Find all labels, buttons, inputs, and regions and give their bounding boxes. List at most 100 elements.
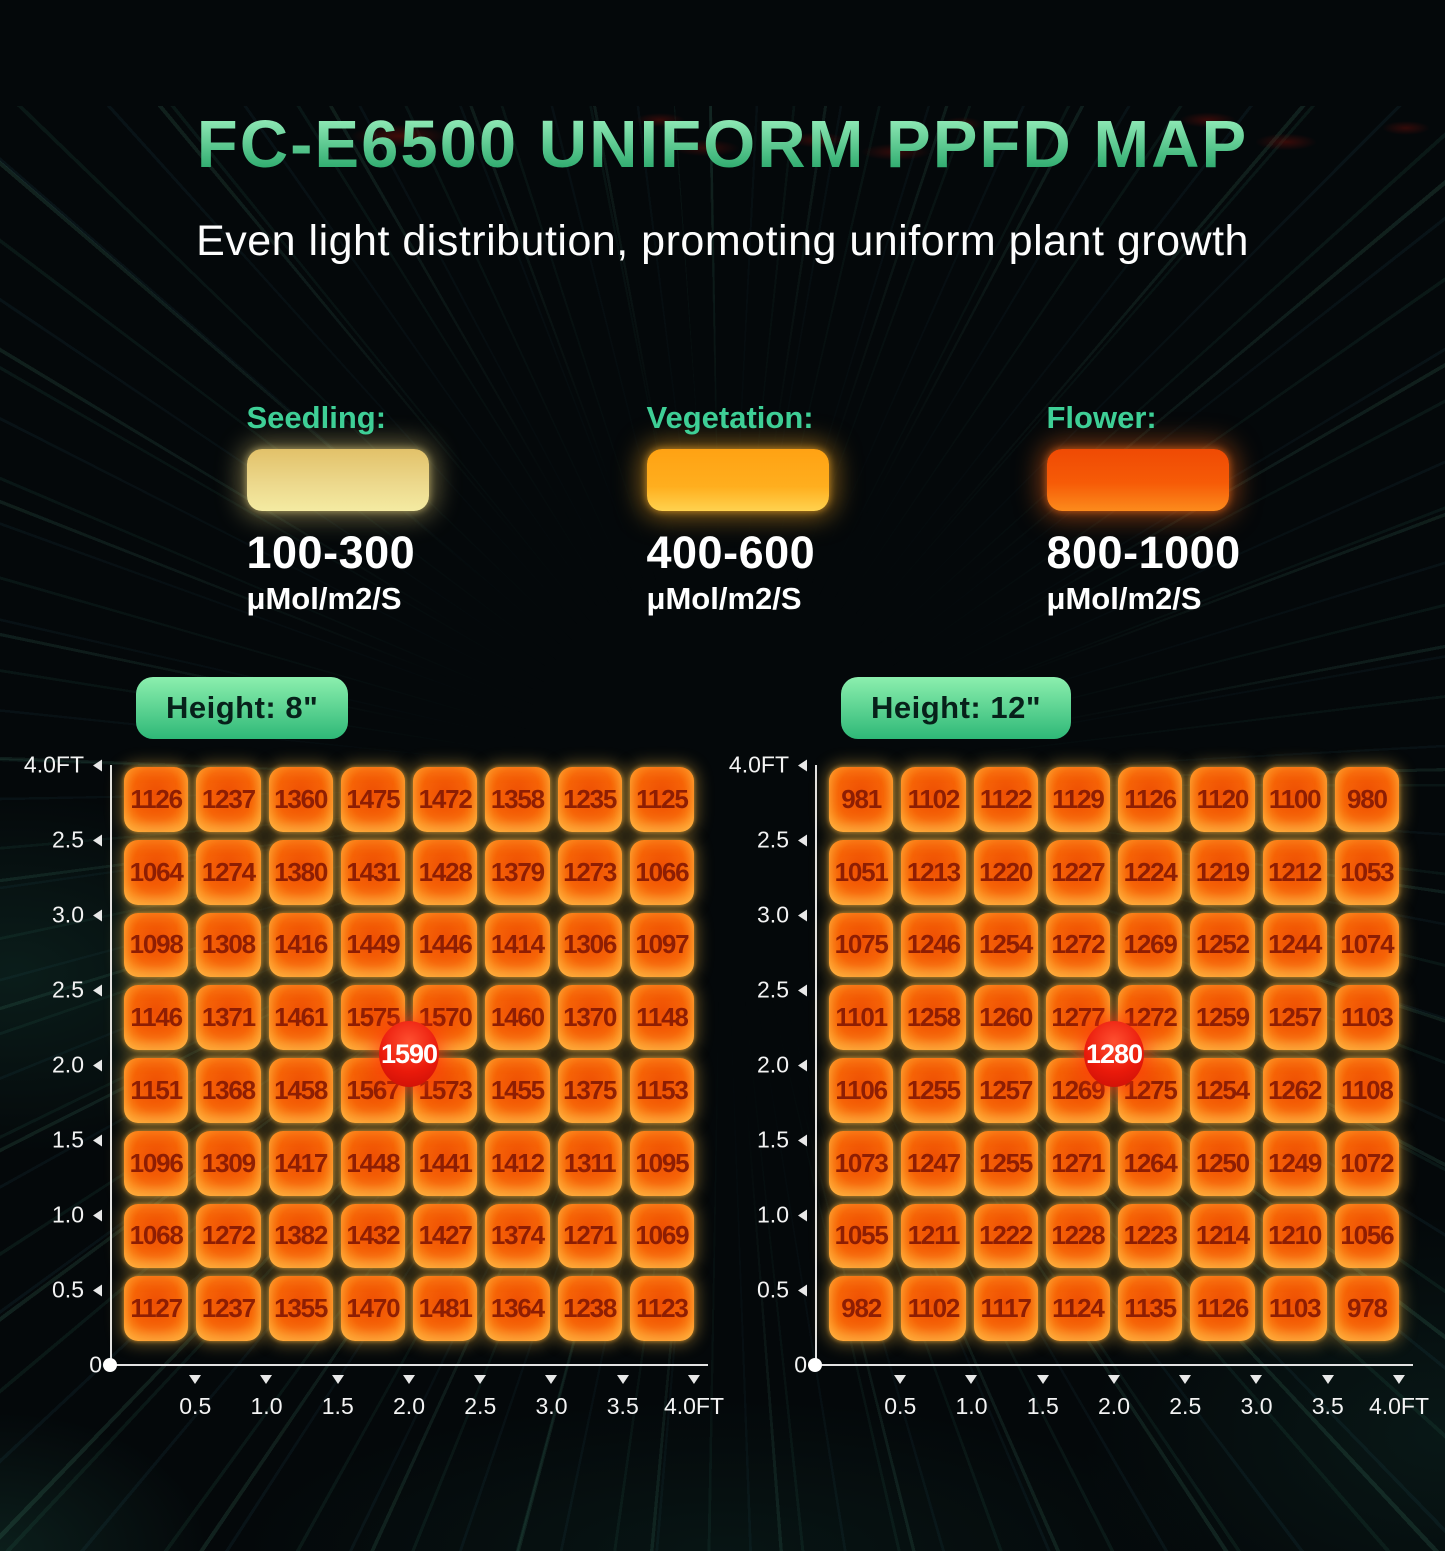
legend-item-seedling: Seedling: 100-300 μMol/m2/S (246, 400, 429, 617)
ppfd-cell: 1252 (1190, 912, 1255, 978)
left-tick-arrow-icon (798, 1059, 807, 1071)
ppfd-cell: 1151 (124, 1058, 189, 1123)
x-axis-tick-label: 0.5 (179, 1375, 211, 1420)
ppfd-cell: 1213 (901, 839, 966, 905)
ppfd-cell: 1219 (1190, 839, 1255, 905)
down-tick-arrow-icon (189, 1375, 202, 1384)
ppfd-cell: 1258 (901, 985, 966, 1050)
ppfd-cell: 1271 (1045, 1130, 1110, 1196)
ppfd-cell: 1117 (973, 1276, 1038, 1341)
down-tick-arrow-icon (331, 1375, 344, 1384)
ppfd-cell: 1272 (196, 1203, 261, 1269)
ppfd-cell: 1153 (629, 1058, 694, 1123)
left-tick-arrow-icon (798, 1134, 807, 1146)
down-tick-arrow-icon (616, 1375, 629, 1384)
x-axis-tick-label: 2.5 (464, 1375, 496, 1420)
left-tick-arrow-icon (798, 1209, 807, 1221)
ppfd-cell: 1380 (268, 839, 333, 905)
peak-value-badge: 1280 (1084, 1021, 1144, 1087)
ppfd-charts: Height: 8" 4.0FT 2.5 3.0 2.5 2.0 1.5 1.0 0.5 0 0… (0, 677, 1445, 1429)
y-axis-labels: 4.0FT 2.5 3.0 2.5 2.0 1.5 1.0 0.5 0 (24, 752, 102, 1378)
ppfd-cell: 1364 (485, 1276, 550, 1341)
ppfd-chart-height-12in: Height: 12" 4.0FT 2.5 3.0 2.5 2.0 1.5 1.0 0.5 0 … (729, 677, 1429, 1429)
left-tick-arrow-icon (93, 984, 102, 996)
flower-color-swatch (1046, 449, 1229, 511)
y-axis-tick-label: 1.0 (745, 1202, 807, 1229)
ppfd-cell: 1228 (1045, 1203, 1110, 1269)
ppfd-cell: 1064 (124, 839, 189, 905)
y-axis-tick-label: 0.5 (40, 1277, 102, 1304)
ppfd-grid: 1126 1237 1360 1475 1472 1358 1235 1125 1064 1274… (124, 767, 694, 1341)
ppfd-cell: 1428 (413, 839, 478, 905)
ppfd-cell: 1272 (1045, 912, 1110, 978)
ppfd-cell: 1072 (1334, 1130, 1399, 1196)
ppfd-cell: 1432 (340, 1203, 405, 1269)
legend-label: Seedling: (246, 400, 387, 435)
left-tick-arrow-icon (93, 909, 102, 921)
ppfd-cell: 1100 (1262, 767, 1327, 832)
legend-label: Flower: (1046, 400, 1157, 435)
ppfd-cell: 1095 (629, 1130, 694, 1196)
left-tick-arrow-icon (798, 984, 807, 996)
ppfd-cell: 1382 (268, 1203, 333, 1269)
y-axis-tick-label: 1.5 (745, 1127, 807, 1154)
ppfd-cell: 1417 (268, 1130, 333, 1196)
peak-value-badge: 1590 (379, 1021, 439, 1087)
ppfd-cell: 1247 (901, 1130, 966, 1196)
infographic: FC-E6500 UNIFORM PPFD MAP Even light dis… (0, 106, 1445, 1429)
ppfd-cell: 980 (1334, 767, 1399, 832)
y-axis-tick-label: 2.0 (745, 1052, 807, 1079)
ppfd-cell: 978 (1334, 1276, 1399, 1341)
down-tick-arrow-icon (1250, 1375, 1263, 1384)
ppfd-chart-height-8in: Height: 8" 4.0FT 2.5 3.0 2.5 2.0 1.5 1.0 0.5 0 0… (24, 677, 724, 1429)
x-axis-tick-label: 4.0FT (664, 1375, 724, 1420)
ppfd-cell: 1051 (829, 839, 894, 905)
ppfd-cell: 1448 (340, 1130, 405, 1196)
axis-origin-dot (103, 1358, 117, 1372)
ppfd-cell: 1455 (485, 1058, 550, 1123)
y-axis-tick-label: 4.0FT (729, 752, 807, 779)
ppfd-cell: 1235 (557, 767, 622, 832)
x-axis-tick-label: 1.0 (251, 1375, 282, 1420)
left-tick-arrow-icon (93, 1284, 102, 1296)
ppfd-cell: 1224 (1118, 839, 1183, 905)
ppfd-cell: 1098 (124, 912, 189, 978)
legend-range: 400-600 (646, 527, 816, 578)
ppfd-cell: 1101 (829, 985, 894, 1050)
ppfd-cell: 1371 (196, 985, 261, 1050)
legend-range: 800-1000 (1046, 527, 1241, 578)
down-tick-arrow-icon (260, 1375, 273, 1384)
legend-item-vegetation: Vegetation: 400-600 μMol/m2/S (646, 400, 829, 617)
x-axis-tick-label: 2.0 (393, 1375, 425, 1420)
ppfd-cell: 1249 (1262, 1130, 1327, 1196)
ppfd-cell: 1068 (124, 1203, 189, 1269)
grid-area: 981 1102 1122 1129 1126 1120 1100 980 1051 1213 12… (829, 767, 1399, 1341)
y-axis-tick-label: 2.5 (745, 827, 807, 854)
ppfd-grid: 981 1102 1122 1129 1126 1120 1100 980 1051 1213 12… (829, 767, 1399, 1341)
ppfd-cell: 1257 (973, 1058, 1038, 1123)
ppfd-cell: 1472 (413, 767, 478, 832)
ppfd-cell: 1355 (268, 1276, 333, 1341)
y-axis-origin-label: 0 (794, 1351, 807, 1378)
ppfd-cell: 1470 (340, 1276, 405, 1341)
ppfd-cell: 1096 (124, 1130, 189, 1196)
ppfd-cell: 981 (829, 767, 894, 832)
x-axis-line (110, 1364, 708, 1366)
ppfd-cell: 1274 (196, 839, 261, 905)
x-axis-labels: 0.5 1.0 1.5 2.0 2.5 3.0 3.5 4.0FT (829, 1375, 1429, 1429)
ppfd-cell: 1269 (1118, 912, 1183, 978)
y-axis-tick-label: 2.5 (40, 827, 102, 854)
x-axis-tick-label: 4.0FT (1369, 1375, 1429, 1420)
ppfd-cell: 1074 (1334, 912, 1399, 978)
y-axis-line (815, 765, 817, 1366)
ppfd-cell: 1446 (413, 912, 478, 978)
ppfd-cell: 1066 (629, 839, 694, 905)
ppfd-cell: 1106 (829, 1058, 894, 1123)
ppfd-cell: 1570 (413, 985, 478, 1050)
y-axis-tick-label: 2.5 (745, 977, 807, 1004)
ppfd-cell: 1053 (1334, 839, 1399, 905)
vegetation-color-swatch (646, 449, 829, 511)
y-axis-tick-label: 2.5 (40, 977, 102, 1004)
ppfd-cell: 1223 (1118, 1203, 1183, 1269)
ppfd-cell: 1250 (1190, 1130, 1255, 1196)
